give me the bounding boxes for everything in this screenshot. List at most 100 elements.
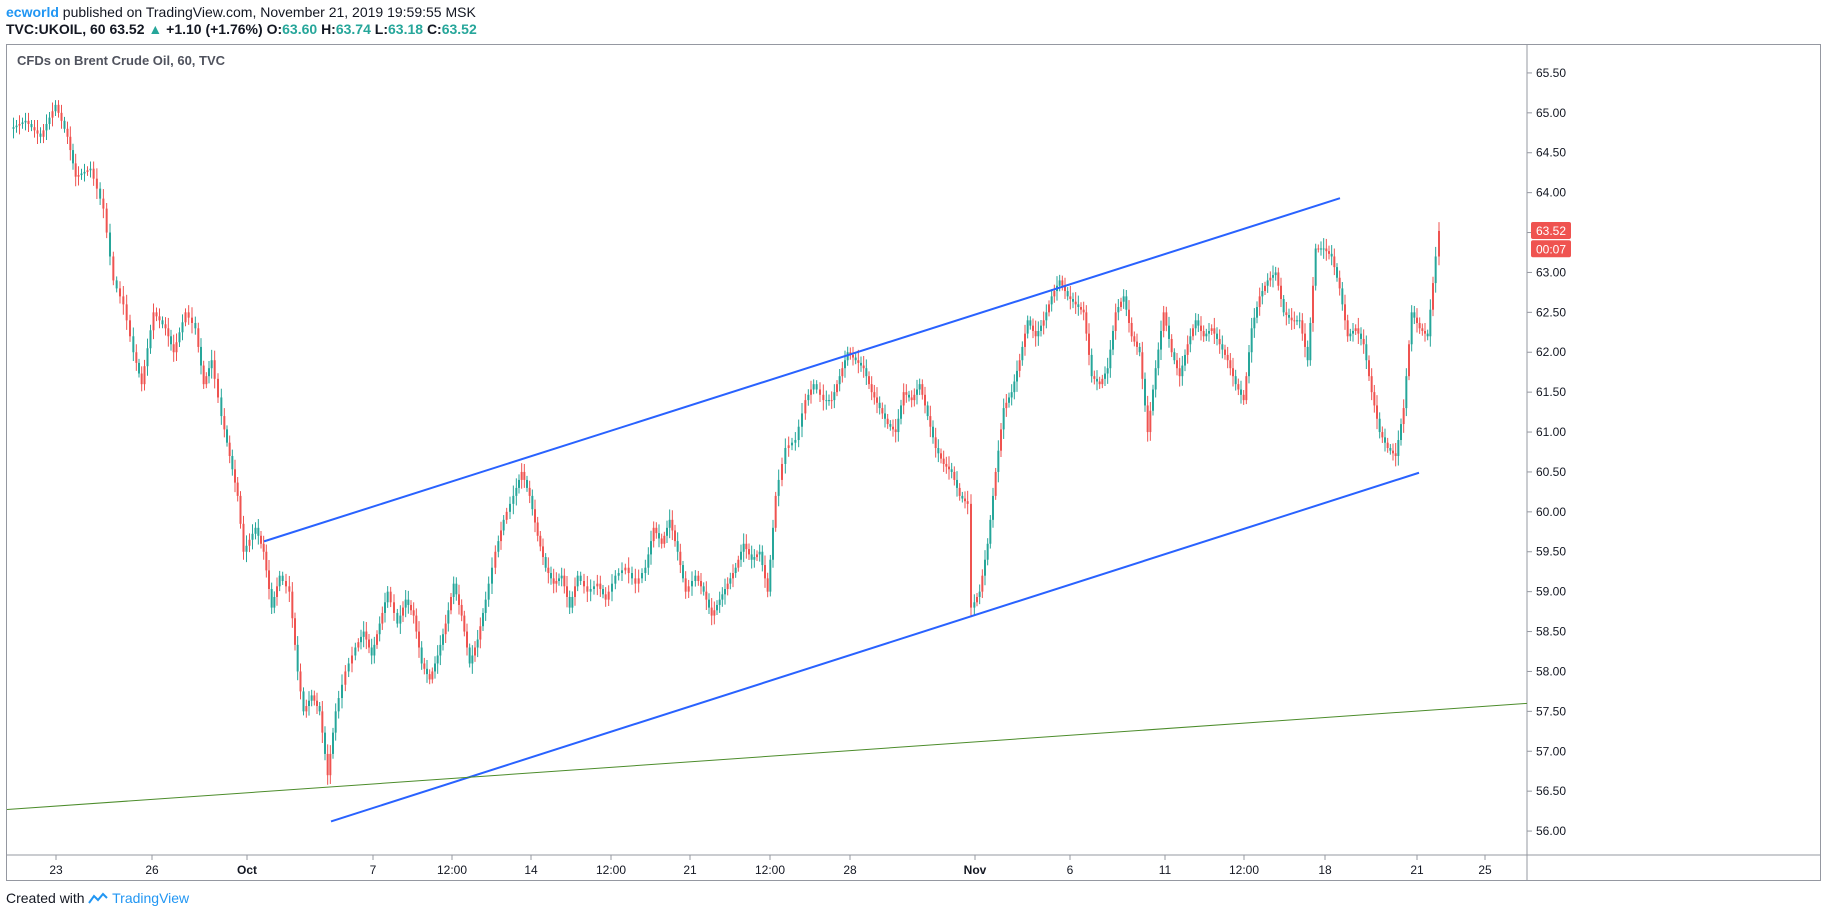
candle-body	[644, 567, 647, 574]
open-value: 63.60	[282, 21, 318, 37]
candle-body	[956, 479, 958, 488]
candle-body	[112, 256, 115, 281]
candle-body	[886, 418, 889, 425]
candle-body	[426, 668, 428, 675]
candle-body	[555, 581, 558, 584]
candle-body	[924, 394, 926, 406]
y-tick-label: 59.50	[1536, 545, 1566, 559]
candle-body	[436, 655, 439, 664]
candle-body	[66, 128, 69, 137]
author-link[interactable]: ecworld	[6, 4, 59, 20]
candle-body	[1112, 330, 1114, 350]
candle-body	[197, 328, 200, 347]
candle-body	[716, 604, 718, 611]
candle-body	[1317, 248, 1320, 250]
candle-body	[593, 586, 595, 589]
candle-body	[583, 581, 585, 587]
candle-body	[389, 591, 392, 603]
candle-body	[265, 551, 268, 571]
candle-body	[254, 527, 257, 534]
candle-body	[819, 389, 821, 395]
candle-body	[1274, 272, 1277, 276]
candle-body	[228, 442, 231, 456]
candle-body	[1061, 280, 1064, 286]
candle-body	[1117, 307, 1120, 313]
candle-body	[761, 551, 764, 566]
candle-body	[296, 644, 299, 672]
candle-body	[428, 674, 431, 680]
candle-body	[1410, 312, 1413, 345]
candle-body	[202, 365, 205, 385]
candle-body	[1400, 424, 1402, 441]
y-tick-label: 56.50	[1536, 784, 1566, 798]
candle-body	[1170, 338, 1173, 353]
candle-body	[607, 591, 610, 600]
price-chart[interactable]: 56.00 56.50 57.00 57.50 58.00 58.50 59.00 59.50…	[7, 45, 1820, 880]
candle-body	[1202, 330, 1205, 337]
candle-body	[745, 543, 748, 550]
candle-body	[95, 178, 98, 189]
candle-body	[884, 413, 886, 419]
channel-upper-line	[263, 197, 1341, 543]
candle-body	[1309, 322, 1312, 361]
close-value: 63.52	[441, 21, 477, 37]
candle-body	[1005, 402, 1008, 409]
candle-body	[1418, 322, 1421, 329]
candle-body	[1290, 317, 1293, 321]
candle-body	[574, 586, 576, 597]
candle-body	[105, 208, 108, 233]
candle-body	[1405, 376, 1408, 409]
candle-body	[729, 578, 732, 584]
candle-body	[471, 655, 474, 664]
candle-body	[742, 543, 745, 552]
y-tick-label: 58.00	[1536, 664, 1566, 678]
candle-body	[1336, 267, 1338, 278]
candle-body	[1426, 333, 1429, 337]
candle-body	[766, 578, 769, 592]
candle-body	[726, 583, 729, 589]
candle-body	[876, 397, 878, 403]
footer: Created with TradingView	[6, 890, 189, 906]
candle-body	[69, 136, 72, 151]
candle-body	[964, 498, 966, 502]
candle-body	[1429, 309, 1432, 337]
candle-body	[393, 602, 395, 613]
candle-body	[1080, 307, 1082, 310]
candle-body	[223, 416, 226, 430]
candle-body	[1178, 368, 1181, 377]
candle-body	[758, 551, 761, 555]
high-label: H:	[321, 21, 336, 37]
candle-body	[357, 642, 360, 648]
candle-body	[384, 602, 386, 613]
candle-body	[1269, 277, 1272, 281]
candle-body	[318, 706, 321, 712]
candle-body	[989, 519, 992, 544]
candle-body	[889, 424, 892, 427]
candle-body	[870, 384, 873, 393]
candle-body	[326, 753, 329, 776]
candle-body	[734, 567, 737, 574]
candle-body	[617, 573, 620, 576]
price-badge	[1531, 240, 1571, 258]
tradingview-brand-link[interactable]: TradingView	[112, 890, 190, 906]
candle-body	[1208, 330, 1210, 334]
candle-body	[231, 455, 234, 470]
candle-body	[178, 332, 181, 343]
candle-body	[122, 296, 125, 305]
candle-body	[505, 511, 508, 520]
candle-body	[1394, 453, 1397, 456]
candle-body	[316, 700, 318, 707]
chart-header: ecworld published on TradingView.com, No…	[0, 0, 1828, 44]
candle-body	[528, 487, 531, 496]
chart-panel[interactable]: 56.00 56.50 57.00 57.50 58.00 58.50 59.00 59.50…	[6, 44, 1821, 881]
candle-body	[973, 602, 976, 608]
candle-body	[80, 173, 83, 176]
x-tick-label: 6	[1067, 863, 1074, 877]
candle-body	[466, 631, 468, 648]
candle-body	[1312, 285, 1314, 323]
candle-body	[520, 471, 523, 480]
candle-body	[1258, 296, 1261, 308]
candle-body	[611, 583, 613, 592]
candle-body	[1000, 429, 1002, 451]
candle-body	[1256, 307, 1258, 318]
